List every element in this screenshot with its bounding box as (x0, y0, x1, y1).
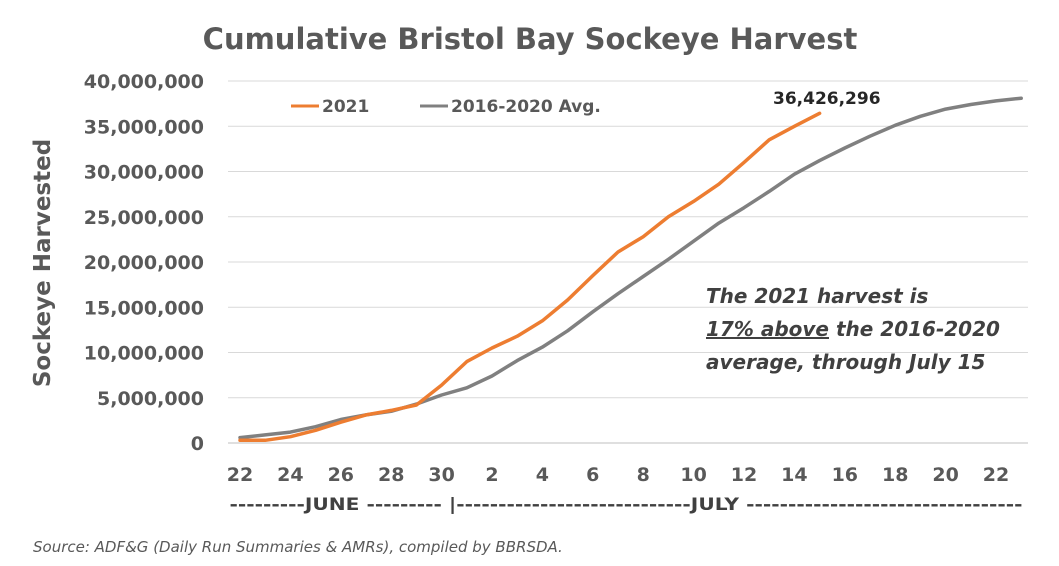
annotation-line-3: average, through July 15 (706, 350, 985, 374)
y-tick-labels: 0 5,000,000 10,000,000 15,000,000 20,000,000… (84, 71, 204, 455)
y-tick-label: 40,000,000 (84, 71, 204, 93)
annotation-line-1: The 2021 harvest is (706, 284, 929, 308)
source-note: Source: ADF&G (Daily Run Summaries & AMR… (33, 538, 563, 556)
x-tick-label: 20 (932, 464, 958, 486)
y-tick-label: 15,000,000 (84, 297, 204, 319)
x-tick-labels: 22 24 26 28 30 2 4 6 8 10 12 14 16 18 20 22 (227, 464, 1009, 486)
x-tick-label: 22 (227, 464, 253, 486)
x-tick-label: 4 (536, 464, 549, 486)
y-axis-label: Sockeye Harvested (30, 139, 56, 387)
x-tick-label: 14 (781, 464, 807, 486)
chart-title: Cumulative Bristol Bay Sockeye Harvest (203, 22, 858, 56)
legend-label-average: 2016-2020 Avg. (451, 97, 601, 117)
series-line-average (238, 96, 1023, 440)
end-value-label: 36,426,296 (773, 89, 881, 109)
y-tick-label: 30,000,000 (84, 162, 204, 184)
x-tick-label: 28 (378, 464, 404, 486)
y-tick-label: 35,000,000 (84, 116, 204, 138)
month-axis-label: ---------JUNE --------- |---------------… (230, 495, 1023, 515)
series-lines (238, 96, 1023, 443)
x-tick-label: 22 (983, 464, 1009, 486)
x-tick-label: 30 (428, 464, 454, 486)
series-line-2021 (238, 111, 822, 443)
annotation-highlight: 17% above (706, 317, 829, 341)
legend-label-2021: 2021 (322, 97, 369, 117)
x-tick-label: 2 (485, 464, 498, 486)
x-tick-label: 18 (882, 464, 908, 486)
y-tick-label: 5,000,000 (97, 388, 204, 410)
y-tick-label: 25,000,000 (84, 207, 204, 229)
x-tick-label: 16 (832, 464, 858, 486)
gridlines (228, 80, 1028, 444)
annotation-line-2-rest: the 2016-2020 (829, 317, 1000, 341)
x-tick-label: 10 (680, 464, 706, 486)
x-tick-label: 24 (277, 464, 303, 486)
x-tick-label: 12 (731, 464, 757, 486)
annotation: The 2021 harvest is 17% above the 2016-2… (706, 284, 1000, 374)
x-tick-label: 8 (637, 464, 650, 486)
y-tick-label: 20,000,000 (84, 252, 204, 274)
annotation-line-2: 17% above the 2016-2020 (706, 317, 1000, 341)
legend: 2021 2016-2020 Avg. (291, 97, 601, 117)
x-tick-label: 26 (328, 464, 354, 486)
y-tick-label: 10,000,000 (84, 343, 204, 365)
y-tick-label: 0 (191, 433, 204, 455)
x-tick-label: 6 (586, 464, 599, 486)
